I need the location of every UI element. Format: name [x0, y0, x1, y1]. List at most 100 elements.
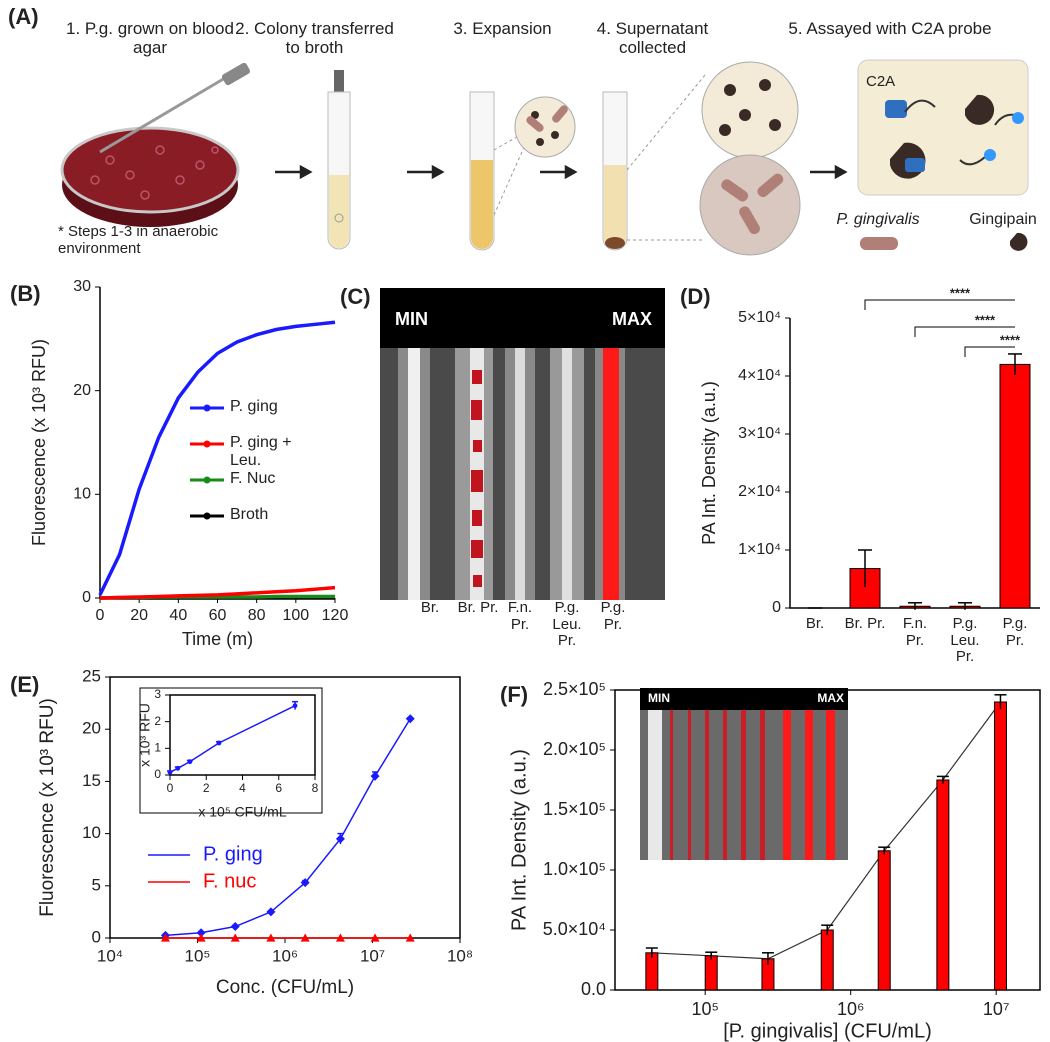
point — [370, 933, 380, 942]
x-tick-label: 4 — [239, 781, 246, 795]
point — [230, 922, 240, 932]
legend-enzyme: Gingipain — [969, 211, 1037, 228]
lane-label-box: P.g. Pr. — [600, 600, 626, 633]
significance-label: **** — [950, 285, 971, 300]
point — [160, 933, 170, 942]
x-tick-label-box: F.n. Pr. — [902, 616, 928, 649]
lane-label: P.g. Pr. — [600, 600, 626, 633]
legend-label-box: P. ging — [230, 398, 278, 415]
x-tick-label: 40 — [169, 607, 187, 624]
x-tick-label: 10⁶ — [272, 946, 298, 965]
y-tick-label: 1 — [154, 741, 161, 755]
legend-label: F. Nuc — [230, 470, 276, 487]
y-tick-label: 0.0 — [581, 979, 606, 999]
x-tick-label: Br. — [805, 616, 825, 632]
step-label-box: 3. Expansion — [453, 20, 551, 38]
y-axis-label: PA Int. Density (a.u.) — [699, 381, 719, 545]
x-tick-label: 0 — [167, 781, 174, 795]
inset-max: MAX — [817, 691, 844, 705]
x-tick-label: 0 — [96, 607, 105, 624]
line-series — [98, 320, 336, 596]
legend-label: P. ging + Leu. — [230, 434, 292, 469]
step-label: 5. Assayed with C2A probe — [788, 20, 992, 38]
y-axis-label: PA Int. Density (a.u.) — [508, 749, 530, 931]
x-tick-label: 10⁷ — [983, 999, 1010, 1019]
x-tick-label: 120 — [322, 607, 349, 624]
lane-label: F.n. Pr. — [507, 600, 533, 633]
point — [370, 771, 380, 781]
y-tick-label: 5 — [92, 875, 101, 894]
step-label: 2. Colony transferred to broth — [235, 20, 394, 57]
x-tick-label: 20 — [130, 607, 148, 624]
point — [405, 933, 415, 942]
x-tick-label: F.n. Pr. — [902, 616, 928, 649]
point — [335, 834, 345, 844]
x-tick-label-box: P.g. Pr. — [1003, 616, 1028, 648]
legend-label-box: F. Nuc — [230, 470, 276, 487]
bar — [999, 363, 1031, 609]
y-tick-label: 25 — [82, 666, 101, 685]
y-tick-label: 20 — [82, 719, 101, 738]
note-box: * Steps 1-3 in anaerobic environment — [58, 224, 219, 257]
x-tick-label: P.g. Leu. Pr. — [950, 616, 980, 665]
legend-label: P. ging — [230, 398, 278, 415]
point — [300, 933, 310, 942]
significance-label: **** — [1000, 332, 1021, 347]
x-axis-label: Time (m) — [182, 629, 253, 649]
panel-label: (A) — [8, 4, 39, 29]
axis — [614, 689, 1041, 991]
y-tick-label: 10 — [82, 823, 101, 842]
lane-label-box: F.n. Pr. — [507, 600, 533, 633]
point — [167, 769, 173, 775]
min-label: MIN — [395, 309, 428, 329]
step-label-box: 1. P.g. grown on blood agar — [66, 20, 234, 57]
legend-label: P. ging — [203, 843, 263, 865]
point — [292, 703, 298, 709]
significance-bracket — [964, 346, 1015, 357]
x-tick-label: 10⁸ — [447, 946, 473, 965]
y-axis-label: Fluorescence (x 10³ RFU) — [37, 698, 58, 917]
point — [266, 933, 276, 942]
x-tick-label: 8 — [312, 781, 319, 795]
y-tick-label: 1×10⁴ — [738, 541, 781, 558]
y-tick-label: 3×10⁴ — [738, 425, 781, 442]
legend-label: F. nuc — [203, 870, 256, 892]
y-tick-label: 10 — [73, 486, 91, 503]
line-series — [99, 585, 336, 600]
significance-label: **** — [975, 312, 996, 327]
panel-label: (B) — [10, 281, 41, 306]
legend-label-box: Broth — [230, 506, 269, 523]
x-tick-label-box: Br. — [805, 616, 825, 632]
x-tick-label: 6 — [275, 781, 282, 795]
legend-label: Broth — [230, 506, 269, 523]
y-tick-label: 15 — [82, 771, 101, 790]
y-tick-label: 2 — [154, 714, 161, 728]
y-tick-label: 2.5×10⁵ — [543, 679, 606, 699]
point — [335, 933, 345, 942]
legend-probe: C2A — [866, 73, 895, 90]
x-tick-label: 80 — [248, 607, 266, 624]
legend-dot — [203, 440, 211, 448]
lane-label: P.g. Leu. Pr. — [552, 600, 582, 649]
point — [175, 765, 181, 771]
panel-label: (C) — [340, 284, 371, 309]
y-tick-label: 20 — [73, 382, 91, 399]
y-tick-label: 5×10⁴ — [738, 309, 781, 326]
step-label: 4. Supernatant collected — [596, 20, 709, 57]
legend-label-box: P. ging + Leu. — [230, 434, 292, 469]
x-tick-label: 10⁴ — [97, 946, 123, 965]
lane-label: Br. Pr. — [457, 600, 499, 616]
panel-label: (E) — [10, 672, 39, 697]
note: * Steps 1-3 in anaerobic environment — [58, 224, 219, 257]
y-tick-label: 0 — [82, 589, 91, 606]
significance-bracket — [864, 299, 1015, 310]
panel-f-inset-image — [640, 688, 848, 860]
point — [405, 714, 415, 724]
step-label-box: 2. Colony transferred to broth — [235, 20, 394, 57]
step-label-box: 4. Supernatant collected — [596, 20, 709, 57]
x-tick-label: Br. Pr. — [844, 616, 886, 632]
x-tick-label-box: P.g. Leu. Pr. — [950, 616, 980, 665]
point — [230, 933, 240, 942]
lane-label: Br. — [420, 600, 440, 616]
x-axis-label: x 10⁵ CFU/mL — [198, 804, 286, 820]
